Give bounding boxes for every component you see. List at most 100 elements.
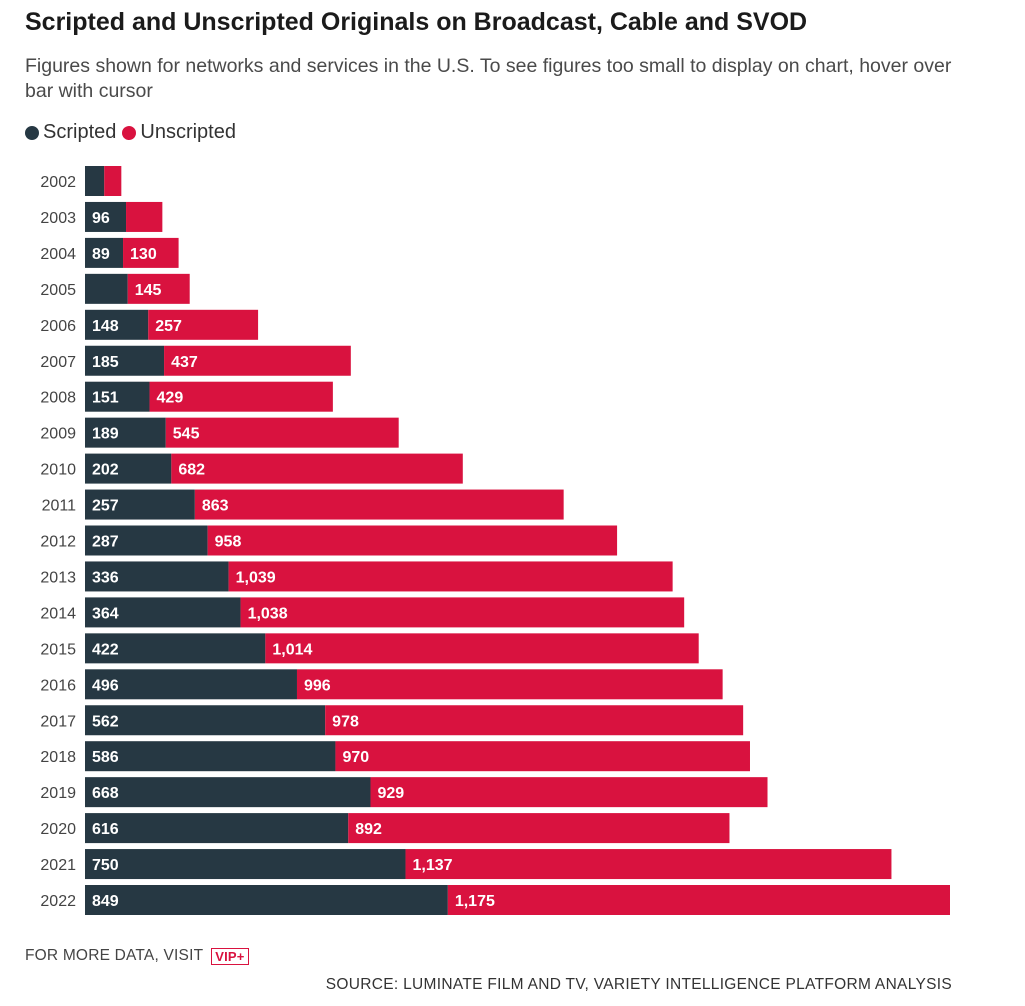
unscripted-bar[interactable] [348,813,730,844]
legend-label-unscripted: Unscripted [140,121,236,143]
scripted-bar[interactable] [85,597,241,628]
year-tick-label: 2007 [40,354,76,371]
scripted-bar[interactable] [85,669,297,700]
unscripted-value-label: 429 [157,390,184,407]
unscripted-bar[interactable] [405,849,892,880]
unscripted-value-label: 970 [342,749,369,766]
unscripted-value-label: 996 [304,677,331,694]
scripted-value-label: 562 [92,713,119,730]
unscripted-bar[interactable] [447,885,950,915]
unscripted-value-label: 1,137 [413,857,453,874]
scripted-bar[interactable] [85,561,229,592]
scripted-value-label: 616 [92,821,119,838]
unscripted-bar[interactable] [126,201,163,232]
scripted-value-label: 148 [92,318,119,335]
legend-item-unscripted[interactable]: Unscripted [122,121,236,144]
scripted-value-label: 496 [92,677,119,694]
scripted-bar[interactable] [85,237,124,268]
unscripted-bar[interactable] [148,309,259,340]
source-note: SOURCE: LUMINATE FILM AND TV, VARIETY IN… [325,976,952,993]
year-tick-label: 2011 [42,498,77,515]
unscripted-value-label: 958 [215,534,242,551]
year-tick-label: 2018 [40,749,76,766]
unscripted-bar[interactable] [194,489,564,520]
year-tick-label: 2016 [40,677,76,694]
scripted-bar[interactable] [85,309,149,340]
year-tick-label: 2002 [40,174,76,191]
scripted-value-label: 185 [92,354,119,371]
scripted-value-label: 189 [92,426,119,443]
scripted-dot-icon [25,125,39,140]
unscripted-value-label: 1,014 [272,641,312,658]
unscripted-bar[interactable] [127,273,190,304]
unscripted-bar[interactable] [149,381,333,412]
unscripted-bar[interactable] [265,633,699,664]
scripted-bar[interactable] [85,849,406,880]
more-data-text: FOR MORE DATA, VISIT [25,947,204,964]
vip-plus-logo[interactable]: VIP+ [211,947,249,965]
scripted-value-label: 287 [92,534,119,551]
year-tick-label: 2008 [40,390,76,407]
unscripted-value-label: 1,039 [236,569,276,586]
chart-title: Scripted and Unscripted Originals on Bro… [25,8,808,36]
scripted-bar[interactable] [85,777,371,808]
more-data-link[interactable]: FOR MORE DATA, VISIT VIP+ [25,947,249,965]
unscripted-value-label: 978 [332,713,359,730]
scripted-bar[interactable] [85,201,127,232]
unscripted-value-label: 863 [202,498,229,515]
year-tick-label: 2021 [40,857,76,874]
scripted-bar[interactable] [85,489,195,520]
scripted-bar[interactable] [85,741,336,772]
legend-item-scripted[interactable]: Scripted [25,121,116,144]
scripted-value-label: 668 [92,785,119,802]
scripted-bar[interactable] [85,381,150,412]
scripted-value-label: 750 [92,857,119,874]
scripted-bar[interactable] [85,525,208,556]
year-tick-label: 2010 [40,462,76,479]
unscripted-bar[interactable] [165,417,399,448]
unscripted-bar[interactable] [296,669,723,700]
unscripted-bar[interactable] [164,345,351,376]
year-tick-label: 2003 [40,210,76,227]
scripted-bar[interactable] [85,885,448,915]
unscripted-value-label: 892 [355,821,382,838]
unscripted-bar[interactable] [335,741,750,772]
unscripted-bar[interactable] [228,561,673,592]
scripted-bar[interactable] [85,453,172,484]
unscripted-value-label: 545 [173,426,200,443]
scripted-value-label: 96 [92,210,110,227]
scripted-value-label: 257 [92,498,119,515]
scripted-bar[interactable] [85,633,266,664]
unscripted-value-label: 682 [178,462,205,479]
scripted-value-label: 422 [92,641,119,658]
unscripted-bar[interactable] [325,705,744,736]
scripted-bar[interactable] [85,273,128,304]
year-tick-label: 2019 [40,785,76,802]
unscripted-value-label: 130 [130,246,157,263]
year-tick-label: 2013 [40,569,76,586]
scripted-bar[interactable] [85,345,165,376]
year-tick-label: 2014 [40,605,76,622]
unscripted-value-label: 145 [135,282,162,299]
year-tick-label: 2022 [40,893,76,910]
unscripted-bar[interactable] [207,525,618,556]
scripted-value-label: 151 [92,390,119,407]
unscripted-bar[interactable] [123,237,179,268]
year-tick-label: 2020 [40,821,76,838]
unscripted-bar[interactable] [104,166,122,196]
scripted-bar[interactable] [85,166,105,196]
unscripted-value-label: 437 [171,354,198,371]
unscripted-value-label: 1,175 [455,893,495,910]
unscripted-bar[interactable] [240,597,685,628]
scripted-bar[interactable] [85,417,166,448]
scripted-bar[interactable] [85,705,326,736]
scripted-bar[interactable] [85,813,349,844]
scripted-value-label: 202 [92,462,119,479]
unscripted-bar[interactable] [370,777,768,808]
year-tick-label: 2012 [40,534,76,551]
scripted-value-label: 586 [92,749,119,766]
scripted-value-label: 89 [92,246,110,263]
year-tick-label: 2004 [40,246,76,263]
chart-legend: Scripted Unscripted [25,121,242,144]
unscripted-bar[interactable] [171,453,463,484]
